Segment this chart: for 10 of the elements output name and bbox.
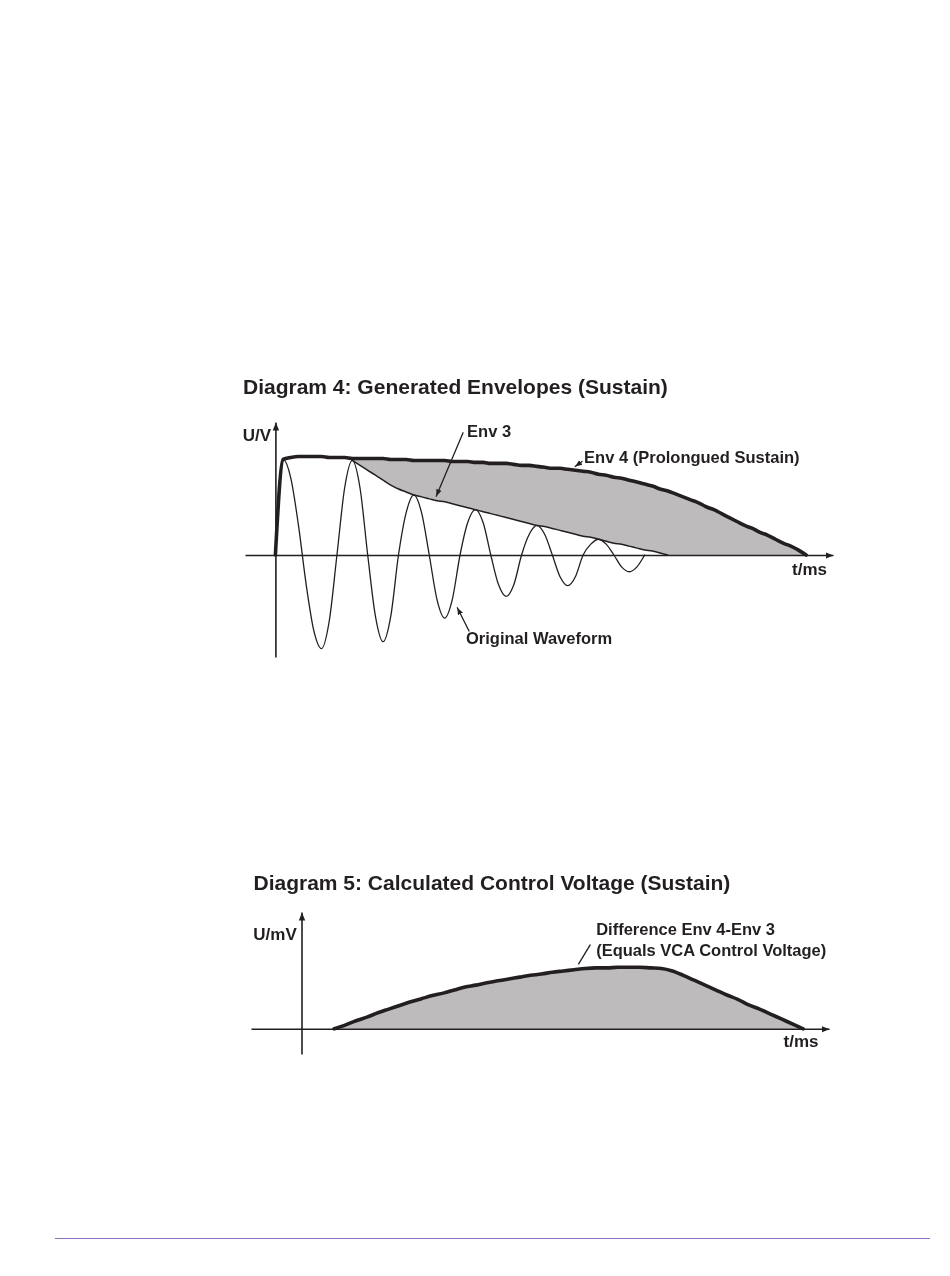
y-axis-title: U/mV [253,924,298,944]
chart-title: Diagram 4: Generated Envelopes (Sustain) [243,375,668,398]
chart-title: Diagram 5: Calculated Control Voltage (Sustain) [253,871,731,894]
series-label: Original Waveform [466,629,613,648]
x-axis-title: t/ms [792,560,827,579]
series-label: Difference Env 4-Env 3 (Equals VCA Control Voltage) [596,920,827,960]
y-axis-title: U/V [242,425,272,445]
legend-label: Env 4 (Prolongued Sustain) [584,447,800,466]
text: Env 3 [467,422,512,441]
x-axis-title: t/ms [783,1031,819,1051]
